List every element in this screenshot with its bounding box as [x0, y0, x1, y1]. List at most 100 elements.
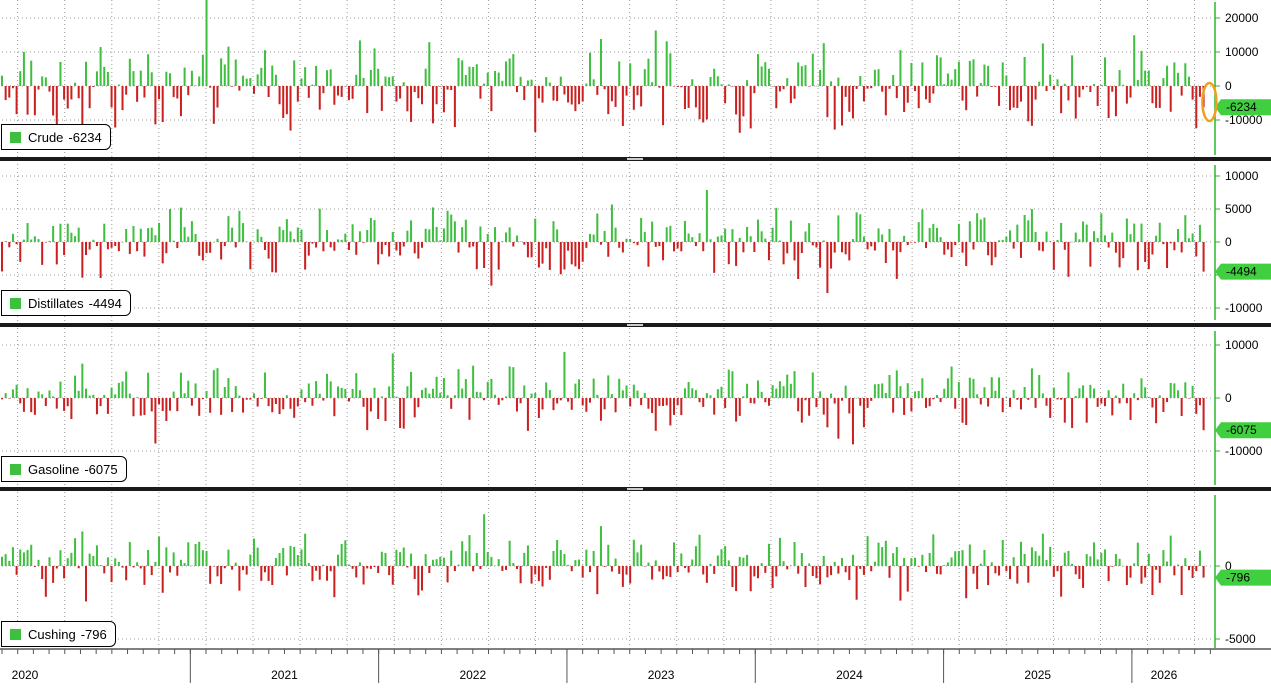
- bar: [632, 539, 635, 566]
- bar: [665, 41, 668, 86]
- bar: [4, 554, 7, 566]
- bar: [358, 390, 361, 398]
- bar: [435, 86, 438, 105]
- x-tick-label: 2021: [271, 668, 298, 682]
- bar: [99, 398, 102, 407]
- bar: [877, 542, 880, 566]
- bar: [391, 76, 394, 86]
- bar: [961, 398, 964, 423]
- bar: [994, 566, 997, 574]
- bar: [1056, 398, 1059, 400]
- bar: [4, 393, 7, 398]
- bar: [691, 559, 694, 566]
- bar: [1063, 398, 1066, 423]
- bar: [55, 242, 58, 265]
- bar: [483, 398, 486, 401]
- bar: [486, 234, 489, 242]
- bar: [552, 86, 555, 101]
- bar: [1136, 398, 1139, 401]
- bar: [410, 220, 413, 242]
- bar: [925, 398, 928, 408]
- y-tick-label: 10000: [1225, 338, 1259, 352]
- bar: [932, 86, 935, 94]
- bar: [1060, 398, 1063, 400]
- legend-value: -4494: [88, 295, 122, 311]
- bar: [84, 566, 88, 602]
- bar: [548, 390, 551, 398]
- bar: [77, 390, 80, 398]
- bar: [727, 560, 730, 566]
- bar: [37, 559, 40, 566]
- bar: [771, 227, 774, 242]
- bar: [578, 559, 581, 566]
- bar: [205, 0, 208, 87]
- bar: [304, 533, 307, 566]
- bar: [435, 226, 438, 242]
- bar: [252, 393, 256, 398]
- bar: [326, 566, 329, 581]
- bar: [271, 242, 274, 273]
- bar: [136, 562, 139, 566]
- bar: [110, 86, 113, 108]
- bar: [1147, 242, 1150, 270]
- bar: [877, 69, 880, 86]
- bar: [161, 398, 164, 411]
- bar: [804, 231, 807, 242]
- bar: [837, 215, 840, 242]
- legend-label: Cushing: [28, 626, 76, 642]
- bar: [168, 398, 172, 411]
- bar: [1118, 558, 1121, 566]
- bar: [263, 242, 266, 251]
- bar: [289, 545, 292, 566]
- legend-label: Gasoline: [28, 461, 80, 477]
- bar: [198, 242, 201, 256]
- bar: [366, 398, 369, 431]
- bar: [242, 566, 245, 571]
- bar: [1187, 566, 1190, 571]
- bar: [1067, 550, 1070, 566]
- bar: [300, 78, 303, 86]
- bar: [724, 546, 727, 566]
- bar: [52, 566, 55, 583]
- bar: [683, 220, 686, 242]
- bar: [420, 566, 424, 591]
- bar: [1041, 533, 1044, 566]
- bar: [26, 388, 29, 398]
- bar: [278, 86, 281, 105]
- bar: [402, 82, 405, 86]
- bar: [413, 566, 416, 579]
- bar: [972, 242, 975, 250]
- bar: [391, 566, 394, 585]
- bar: [899, 242, 902, 253]
- bar: [782, 242, 785, 265]
- bar: [30, 239, 33, 242]
- bar: [965, 566, 968, 599]
- bar: [1019, 242, 1022, 258]
- bar: [1118, 242, 1121, 268]
- bar: [1151, 566, 1154, 596]
- bar: [121, 566, 124, 568]
- bar: [1001, 398, 1004, 413]
- bar: [654, 242, 657, 247]
- bar: [636, 552, 639, 566]
- bar: [355, 566, 358, 578]
- bar: [278, 398, 281, 415]
- bar: [490, 378, 493, 398]
- bar: [1114, 242, 1117, 253]
- bar: [1129, 398, 1132, 420]
- bar: [625, 566, 628, 575]
- bar: [183, 393, 186, 398]
- bar: [402, 398, 405, 429]
- bar: [822, 43, 825, 86]
- bar: [139, 398, 142, 416]
- bar: [1122, 565, 1125, 567]
- bar: [822, 240, 825, 242]
- bar: [830, 393, 833, 398]
- bar: [326, 70, 329, 86]
- bar: [249, 554, 252, 566]
- x-tick-label: 2026: [1151, 668, 1178, 682]
- bar: [833, 561, 836, 566]
- bar: [322, 398, 325, 401]
- bar: [552, 398, 555, 411]
